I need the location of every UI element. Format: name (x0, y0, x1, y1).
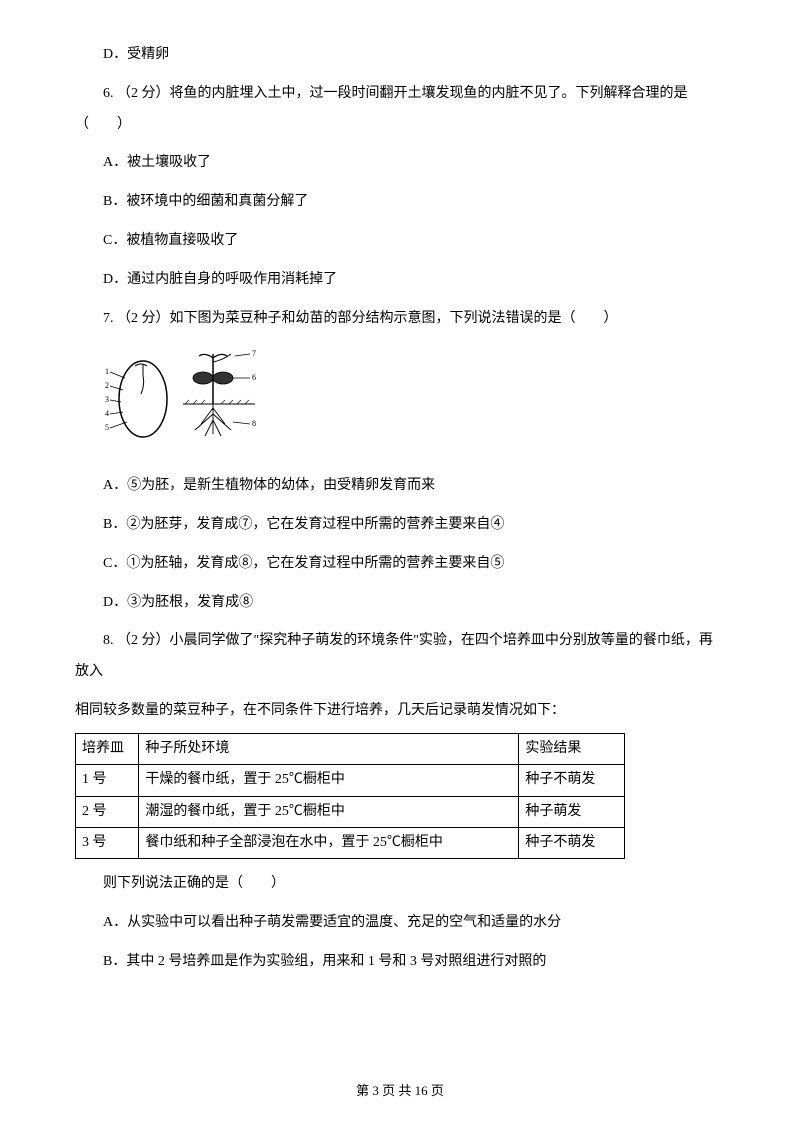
q6-opt-a: A．被土壤吸收了 (75, 148, 725, 179)
q6-opt-c: C．被植物直接吸收了 (75, 226, 725, 257)
table-cell: 干燥的餐巾纸，置于 25℃橱柜中 (139, 765, 519, 796)
table-cell: 1 号 (76, 765, 139, 796)
q8-opt-b: B．其中 2 号培养皿是作为实验组，用来和 1 号和 3 号对照组进行对照的 (75, 947, 725, 978)
q6-opt-d: D．通过内脏自身的呼吸作用消耗掉了 (75, 265, 725, 296)
q7-opt-d: D．③为胚根，发育成⑧ (75, 588, 725, 619)
svg-text:5: 5 (105, 423, 109, 432)
table-cell: 种子不萌发 (519, 765, 625, 796)
page-footer: 第 3 页 共 16 页 (0, 1077, 800, 1106)
q7-stem: 7. （2 分）如下图为菜豆种子和幼苗的部分结构示意图，下列说法错误的是（ ） (75, 304, 725, 335)
table-header: 种子所处环境 (139, 733, 519, 764)
q6-stem: 6. （2 分）将鱼的内脏埋入土中，过一段时间翻开土壤发现鱼的内脏不见了。下列解… (75, 79, 725, 141)
q8-opt-a: A．从实验中可以看出种子萌发需要适宜的温度、充足的空气和适量的水分 (75, 908, 725, 939)
svg-text:8: 8 (252, 419, 256, 428)
table-header: 培养皿 (76, 733, 139, 764)
table-cell: 潮湿的餐巾纸，置于 25℃橱柜中 (139, 796, 519, 827)
q7-opt-a: A．⑤为胚，是新生植物体的幼体，由受精卵发育而来 (75, 471, 725, 502)
q5-opt-d: D．受精卵 (75, 40, 725, 71)
q8-table: 培养皿 种子所处环境 实验结果 1 号 干燥的餐巾纸，置于 25℃橱柜中 种子不… (75, 733, 625, 860)
q8-stem-line2: 相同较多数量的菜豆种子，在不同条件下进行培养，几天后记录萌发情况如下： (75, 696, 725, 727)
q6-opt-b: B．被环境中的细菌和真菌分解了 (75, 187, 725, 218)
table-row: 1 号 干燥的餐巾纸，置于 25℃橱柜中 种子不萌发 (76, 765, 625, 796)
table-header: 实验结果 (519, 733, 625, 764)
table-row: 3 号 餐巾纸和种子全部浸泡在水中，置于 25℃橱柜中 种子不萌发 (76, 827, 625, 858)
table-cell: 种子萌发 (519, 796, 625, 827)
svg-text:6: 6 (252, 373, 256, 382)
seed-seedling-diagram: 1 2 3 4 5 7 6 8 (105, 344, 725, 457)
table-cell: 3 号 (76, 827, 139, 858)
q7-opt-b: B．②为胚芽，发育成⑦，它在发育过程中所需的营养主要来自④ (75, 510, 725, 541)
table-cell: 种子不萌发 (519, 827, 625, 858)
q8-stem-line3: 则下列说法正确的是（ ） (75, 869, 725, 900)
q8-stem-line1: 8. （2 分）小晨同学做了"探究种子萌发的环境条件"实验，在四个培养皿中分别放… (75, 626, 725, 688)
q7-opt-c: C．①为胚轴，发育成⑧，它在发育过程中所需的营养主要来自⑤ (75, 549, 725, 580)
svg-text:4: 4 (105, 409, 109, 418)
table-header-row: 培养皿 种子所处环境 实验结果 (76, 733, 625, 764)
svg-text:7: 7 (252, 349, 256, 358)
svg-text:3: 3 (105, 395, 109, 404)
table-row: 2 号 潮湿的餐巾纸，置于 25℃橱柜中 种子萌发 (76, 796, 625, 827)
table-cell: 2 号 (76, 796, 139, 827)
svg-text:2: 2 (105, 381, 109, 390)
svg-text:1: 1 (105, 367, 109, 376)
table-cell: 餐巾纸和种子全部浸泡在水中，置于 25℃橱柜中 (139, 827, 519, 858)
